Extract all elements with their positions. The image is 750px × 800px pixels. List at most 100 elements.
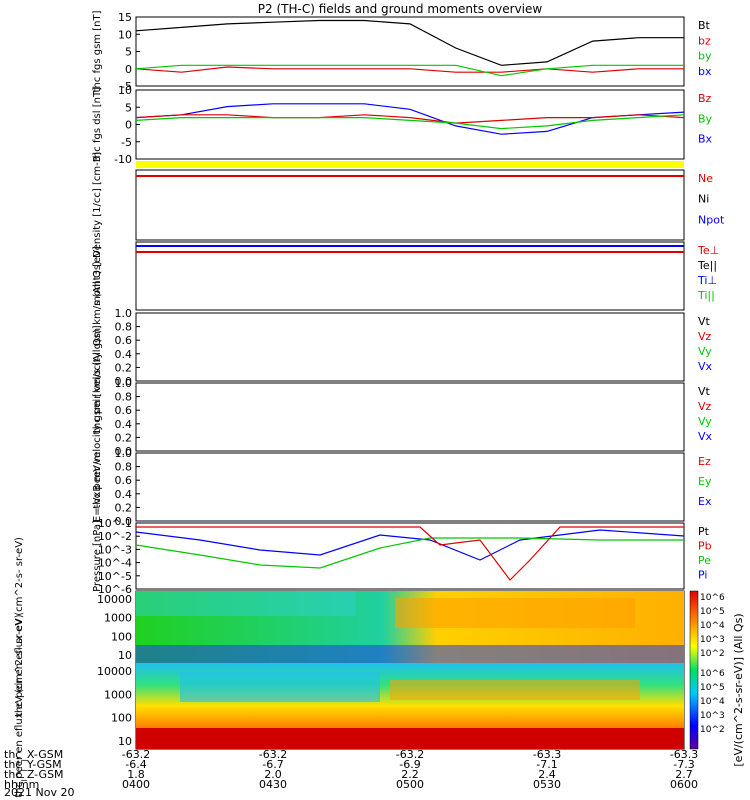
- colorbar-tick: 10^5: [700, 607, 725, 617]
- series-Pb: [136, 526, 684, 581]
- series-bz: [135, 66, 684, 73]
- legend-By: By: [698, 112, 713, 125]
- colorbar-tick: 10^3: [700, 635, 725, 645]
- y-axis-label: momt3 [eV]: [92, 246, 103, 306]
- x-row-label: thc_X-GSM: [4, 748, 63, 761]
- x-row-value: -63.2: [396, 748, 424, 761]
- legend-Bt: Bt: [698, 19, 711, 32]
- y-axis-label: thc fgs dsl [nT]: [92, 87, 103, 162]
- series-By: [135, 114, 685, 130]
- legend-Ey: Ey: [698, 475, 712, 488]
- y-tick-label: 0.4: [115, 488, 133, 501]
- y-tick-label: 10000: [97, 665, 132, 678]
- colorbar-tick: 10^3: [700, 711, 725, 721]
- y-axis-label: thc fgs gsm [nT]: [92, 10, 103, 92]
- x-row-value: -6.4: [125, 758, 146, 771]
- x-row-value: 2.7: [675, 768, 693, 781]
- panel-fgs_dsl: 10 5 0 -5 -10 thc fgs dsl [nT] Bz By Bx: [92, 84, 713, 166]
- y-tick-label: 10^-2: [98, 530, 132, 543]
- x-row-value: 0400: [122, 778, 150, 791]
- y-axis-label: thc peir velocity gsm km/s (All Qs): [92, 261, 103, 433]
- x-row-value: 2.0: [264, 768, 282, 781]
- colorbar-tick: 10^5: [700, 683, 725, 693]
- panel-frame: [135, 241, 685, 311]
- colorbar-tick: 10^6: [700, 669, 725, 679]
- legend-Vt: Vt: [698, 315, 711, 328]
- figure-title: P2 (TH-C) fields and ground moments over…: [258, 2, 543, 16]
- y-tick-label: 100: [111, 712, 132, 725]
- y-tick-label: 0.2: [115, 431, 133, 444]
- x-row-value: -6.9: [399, 758, 420, 771]
- legend-Npot: Npot: [698, 213, 725, 226]
- legend-Pt: Pt: [698, 525, 710, 538]
- y-tick-label: 0.6: [115, 474, 133, 487]
- legend-Ez: Ez: [698, 455, 711, 468]
- y-axis-label: Density [1/cc] [cm-3]: [92, 152, 103, 258]
- y-tick-label: -10: [114, 153, 132, 166]
- y-tick-label: 10: [118, 649, 132, 662]
- y-axis-label: Pressure [nPa]: [92, 520, 103, 592]
- x-row-value: -63.3: [670, 748, 698, 761]
- y-tick-label: 1.0: [115, 447, 133, 460]
- legend-Vz: Vz: [698, 330, 712, 343]
- x-row-value: -6.7: [262, 758, 283, 771]
- y-axis-label: thc peer velocity gsm [km/s (All Qs)]: [92, 325, 103, 508]
- series-Pe: [135, 537, 684, 569]
- legend-Pe: Pe: [698, 554, 711, 567]
- yellow-bar: [136, 161, 684, 168]
- x-row-value: -63.2: [259, 748, 287, 761]
- y-tick-label: 10^-4: [98, 557, 132, 570]
- legend-Ne: Ne: [698, 172, 713, 185]
- y-tick-label: -5: [121, 136, 132, 149]
- colorbar-label: [eV/(cm^2-s-sr-eV)] (All Qs): [732, 613, 745, 766]
- y-tick-label: 10000: [97, 593, 132, 606]
- panel-frame: [135, 169, 685, 241]
- legend-Vz: Vz: [698, 400, 712, 413]
- y-tick-label: 100: [111, 630, 132, 643]
- y-tick-label: 0.6: [115, 334, 133, 347]
- y-tick-label: 0.0: [115, 375, 133, 388]
- legend-Ti⊥: Ti⊥: [697, 274, 717, 287]
- y-tick-label: 0.8: [115, 321, 133, 334]
- series-Pi: [135, 529, 685, 561]
- y-tick-label: 1000: [104, 612, 132, 625]
- legend-Pi: Pi: [698, 569, 707, 582]
- legend-Ni: Ni: [698, 193, 709, 206]
- y-tick-label: 10: [118, 84, 132, 97]
- legend-Vt: Vt: [698, 385, 711, 398]
- y-tick-label: 0.2: [115, 501, 133, 514]
- series-by: [135, 64, 684, 77]
- y-tick-label: 0: [125, 119, 132, 132]
- legend-Ti||: Ti||: [697, 289, 715, 302]
- y-tick-label: 0.2: [115, 361, 133, 374]
- x-axis-labels: thc_X-GSM -63.2 -63.2 -63.2 -63.3 -63.3 thc_Y-…: [4, 748, 698, 791]
- x-row-value: -63.3: [533, 748, 561, 761]
- panel-frame: [135, 382, 685, 452]
- panel-frame: [135, 16, 685, 87]
- y-tick-label: 1000: [104, 688, 132, 701]
- series-Bt: [135, 19, 684, 66]
- legend-Pb: Pb: [698, 540, 712, 553]
- legend-Vy: Vy: [698, 415, 712, 428]
- y-tick-label: 10^-3: [98, 543, 132, 556]
- y-tick-label: 0.6: [115, 404, 133, 417]
- y-tick-label: 1.0: [115, 307, 133, 320]
- x-row-value: -7.3: [673, 758, 694, 771]
- y-tick-label: 0.0: [115, 445, 133, 458]
- x-row-value: 0500: [396, 778, 424, 791]
- y-axis-label: thc peer en eflux eV (cm^2-s- sr-eV): [14, 614, 25, 797]
- x-row-value: 1.8: [127, 768, 145, 781]
- y-tick-label: 10: [118, 28, 132, 41]
- y-tick-label: 10^-1: [98, 517, 132, 530]
- y-tick-label: 0: [125, 63, 132, 76]
- y-tick-label: 10^-5: [98, 570, 132, 583]
- x-row-value: -63.2: [122, 748, 150, 761]
- legend-Bz: Bz: [698, 92, 712, 105]
- legend-Vy: Vy: [698, 345, 712, 358]
- legend-Te⊥: Te⊥: [697, 244, 719, 257]
- legend-by: by: [698, 50, 712, 63]
- x-row-value: 0530: [533, 778, 561, 791]
- colorbar-tick: 10^2: [700, 725, 725, 735]
